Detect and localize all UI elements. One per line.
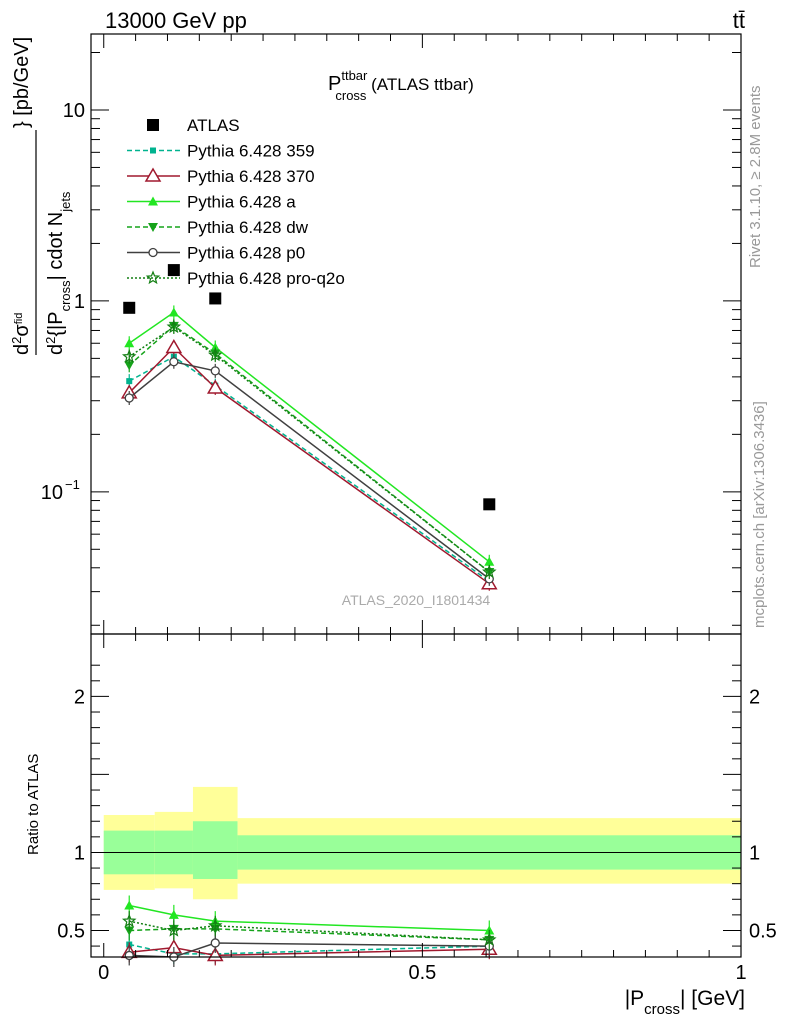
mcplots-label: mcplots.cern.ch [arXiv:1306.3436]	[751, 401, 768, 628]
data-point	[123, 301, 136, 314]
series-line	[128, 324, 490, 573]
series-point	[207, 347, 223, 362]
ratio-y-tick-label: 1	[74, 842, 85, 864]
series-point	[165, 339, 183, 354]
series-point	[169, 357, 179, 367]
legend-label: Pythia 6.428 a	[187, 193, 296, 212]
ratio-plot	[120, 895, 498, 967]
x-tick-label: 0.5	[408, 962, 436, 984]
series-point	[124, 361, 135, 371]
x-axis-label: |Pcross| [GeV]	[625, 987, 745, 1018]
data-point	[209, 292, 222, 305]
legend-label: Pythia 6.428 359	[187, 142, 315, 161]
series-line	[128, 346, 490, 585]
legend-label: Pythia 6.428 pro-q2o	[187, 269, 345, 288]
uncertainty-bands	[103, 786, 741, 900]
legend-marker	[145, 270, 161, 285]
series-point	[124, 393, 134, 403]
ratio-point	[207, 918, 223, 932]
svg-text:d2σfid: d2σfid	[9, 313, 34, 355]
series-point	[206, 379, 224, 394]
series-point	[484, 556, 495, 566]
header-energy: 13000 GeV pp	[105, 8, 247, 33]
series-point	[166, 319, 182, 334]
ratio-point	[124, 900, 135, 910]
data-point	[167, 264, 180, 277]
ratio-point	[166, 922, 182, 937]
series-point	[168, 307, 179, 317]
legend-marker	[147, 119, 159, 131]
legend-marker	[148, 196, 158, 206]
series-point	[124, 338, 135, 348]
legend-marker	[148, 247, 158, 258]
series-line	[128, 311, 490, 563]
header-process: tt̄	[733, 8, 745, 33]
main-plot	[120, 264, 498, 591]
y-tick-label: 10	[63, 100, 85, 122]
ratio-y-tick-label: 0.5	[57, 920, 85, 942]
x-tick-label: 1	[735, 962, 746, 984]
data-point	[483, 498, 496, 511]
y-tick-label-exponent: −1	[65, 477, 80, 492]
svg-text:d2{|Pcross| cdot Njets: d2{|Pcross| cdot Njets	[43, 191, 73, 355]
series-point	[210, 366, 220, 376]
legend-label: Pythia 6.428 p0	[187, 244, 305, 263]
y-tick-label: 10	[41, 482, 63, 504]
x-tick-label: 0	[98, 962, 109, 984]
ratio-line	[129, 942, 490, 958]
legend-label: ATLAS	[187, 116, 240, 135]
y-axis-label-main: d2σfid d2{|Pcross| cdot Njets } [pb/GeV]	[9, 37, 73, 355]
ratio-point	[124, 950, 134, 961]
ratio-y-tick-label-right: 1	[749, 842, 760, 864]
legend-label: Pythia 6.428 dw	[187, 218, 309, 237]
ratio-line	[129, 943, 490, 955]
legend-marker	[144, 167, 162, 182]
analysis-id: ATLAS_2020_I1801434	[342, 592, 491, 608]
series-point	[121, 349, 137, 363]
ratio-point	[121, 913, 137, 928]
y-tick-label: 1	[74, 291, 85, 313]
legend: ATLAS Pythia 6.428 359 Pythia 6.428 370 Pyt…	[127, 116, 345, 288]
chart-title: Pttbar cross (ATLAS ttbar)	[328, 68, 474, 103]
ratio-y-tick-label-right: 0.5	[749, 920, 777, 942]
series-line	[128, 355, 490, 582]
ratio-line	[129, 928, 490, 941]
ratio-point	[482, 932, 497, 947]
ratio-y-tick-label: 2	[74, 686, 85, 708]
ratio-line	[129, 920, 490, 941]
y-axis-label-ratio: Ratio to ATLAS	[25, 754, 42, 855]
legend-marker	[150, 147, 156, 154]
rivet-label: Rivet 3.1.10, ≥ 2.8M events	[747, 86, 764, 269]
y-axis-label-unit: } [pb/GeV]	[11, 37, 33, 128]
ratio-y-tick-label-right: 2	[749, 686, 760, 708]
legend-marker	[148, 223, 158, 232]
ratio-frame	[90, 633, 742, 958]
ratio-point	[168, 909, 179, 919]
series-point	[126, 378, 133, 385]
ratio-line	[129, 946, 490, 957]
legend-label: Pythia 6.428 370	[187, 167, 315, 186]
series-line	[128, 360, 490, 580]
ratio-point	[210, 938, 220, 948]
band-inner	[192, 821, 238, 879]
ratio-line	[129, 904, 490, 932]
series-point	[482, 564, 497, 579]
